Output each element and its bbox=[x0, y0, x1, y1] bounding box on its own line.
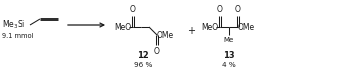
Text: OMe: OMe bbox=[238, 22, 255, 31]
Text: 96 %: 96 % bbox=[134, 62, 152, 68]
Text: O: O bbox=[130, 5, 136, 14]
Text: +: + bbox=[187, 26, 195, 36]
Text: 13: 13 bbox=[223, 51, 235, 60]
Text: 12: 12 bbox=[137, 51, 149, 60]
Text: Me: Me bbox=[224, 37, 234, 43]
Text: 9.1 mmol: 9.1 mmol bbox=[2, 33, 33, 39]
Text: O: O bbox=[235, 5, 241, 14]
Text: 4 %: 4 % bbox=[222, 62, 236, 68]
Text: O: O bbox=[154, 47, 160, 56]
Text: OMe: OMe bbox=[157, 31, 174, 40]
Text: MeO: MeO bbox=[114, 22, 131, 31]
Text: O: O bbox=[217, 5, 223, 14]
Text: MeO: MeO bbox=[201, 22, 218, 31]
Text: Me$_3$Si: Me$_3$Si bbox=[2, 19, 25, 31]
